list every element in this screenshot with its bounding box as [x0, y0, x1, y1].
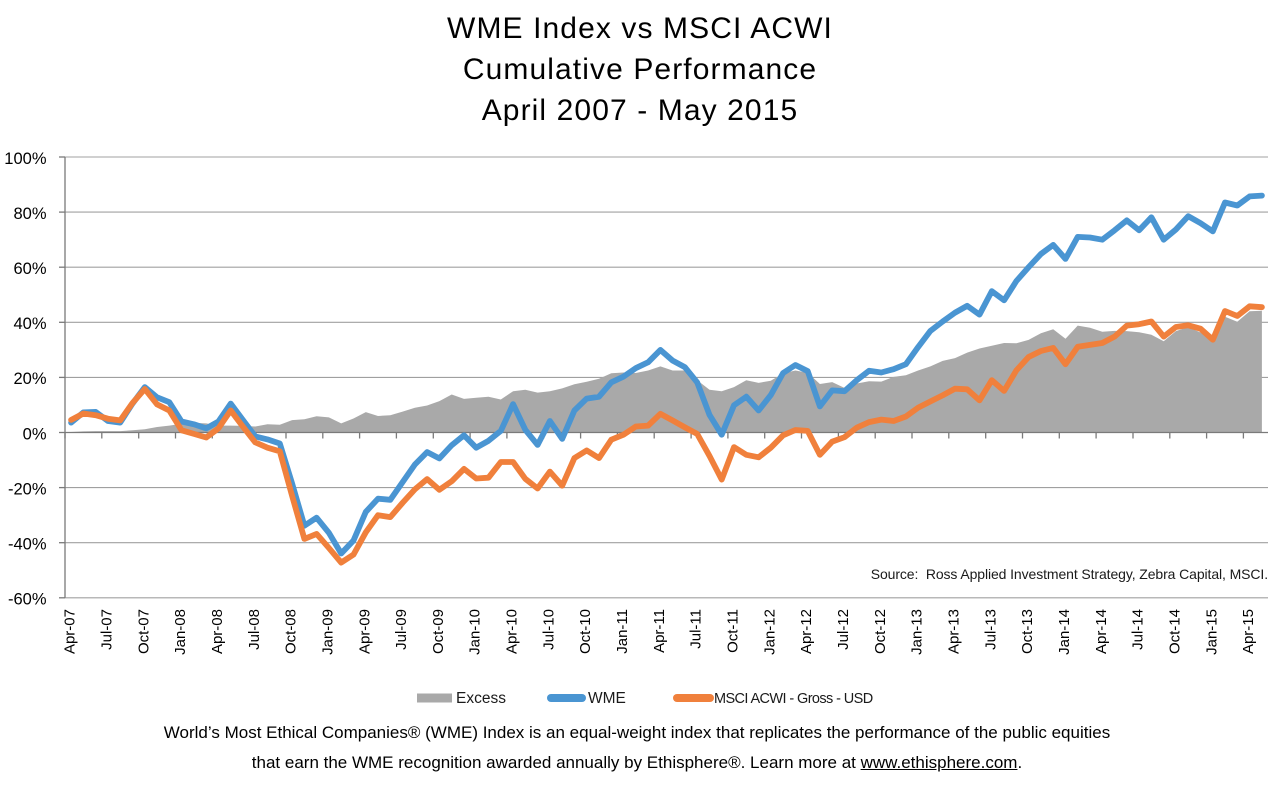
svg-text:Apr-07: Apr-07 [62, 609, 79, 654]
svg-text:Jul-11: Jul-11 [688, 609, 705, 649]
svg-text:-40%: -40% [8, 536, 47, 554]
svg-text:Apr-08: Apr-08 [209, 609, 226, 654]
svg-text:Jul-12: Jul-12 [835, 609, 852, 650]
svg-text:-60%: -60% [8, 591, 47, 609]
svg-text:Source: Ross Applied Investme: Source: Ross Applied Investment Strategy… [871, 566, 1268, 582]
svg-text:Apr-11: Apr-11 [651, 609, 668, 653]
svg-text:Jul-14: Jul-14 [1130, 609, 1147, 650]
svg-text:Apr-12: Apr-12 [798, 609, 815, 654]
svg-text:Apr-14: Apr-14 [1093, 609, 1110, 654]
svg-text:Oct-09: Oct-09 [430, 609, 447, 654]
svg-text:MSCI ACWI - Gross - USD: MSCI ACWI - Gross - USD [714, 691, 873, 707]
svg-text:Jul-09: Jul-09 [393, 609, 410, 650]
svg-text:Oct-14: Oct-14 [1166, 609, 1183, 654]
svg-text:Apr-13: Apr-13 [946, 609, 963, 654]
svg-text:Excess: Excess [456, 690, 506, 707]
svg-text:Jan-11: Jan-11 [614, 609, 631, 654]
svg-text:Oct-10: Oct-10 [577, 609, 594, 654]
svg-text:Jan-12: Jan-12 [761, 609, 778, 655]
svg-text:Apr-09: Apr-09 [356, 609, 373, 654]
svg-text:100%: 100% [4, 150, 47, 168]
svg-text:Jan-08: Jan-08 [172, 609, 189, 655]
svg-text:Jan-10: Jan-10 [467, 609, 484, 655]
svg-text:Oct-11: Oct-11 [725, 609, 742, 653]
svg-text:Jul-07: Jul-07 [99, 609, 116, 650]
svg-text:80%: 80% [13, 205, 46, 223]
svg-text:Oct-13: Oct-13 [1019, 609, 1036, 654]
svg-text:Jul-08: Jul-08 [246, 609, 263, 650]
svg-text:Oct-12: Oct-12 [872, 609, 889, 654]
svg-text:40%: 40% [13, 315, 46, 333]
svg-text:Apr-10: Apr-10 [504, 609, 521, 654]
svg-text:Jan-14: Jan-14 [1056, 609, 1073, 655]
svg-text:Jan-15: Jan-15 [1203, 609, 1220, 655]
svg-text:Apr-15: Apr-15 [1240, 609, 1257, 654]
svg-text:Oct-08: Oct-08 [283, 609, 300, 654]
svg-text:Oct-07: Oct-07 [135, 609, 152, 654]
svg-text:Jan-09: Jan-09 [319, 609, 336, 655]
svg-text:0%: 0% [23, 425, 47, 443]
svg-text:WME: WME [588, 690, 626, 707]
svg-text:60%: 60% [13, 260, 46, 278]
svg-text:Jul-13: Jul-13 [982, 609, 999, 650]
svg-text:Jan-13: Jan-13 [909, 609, 926, 655]
svg-text:-20%: -20% [8, 480, 47, 498]
svg-text:20%: 20% [13, 370, 46, 388]
svg-text:Jul-10: Jul-10 [540, 609, 557, 650]
